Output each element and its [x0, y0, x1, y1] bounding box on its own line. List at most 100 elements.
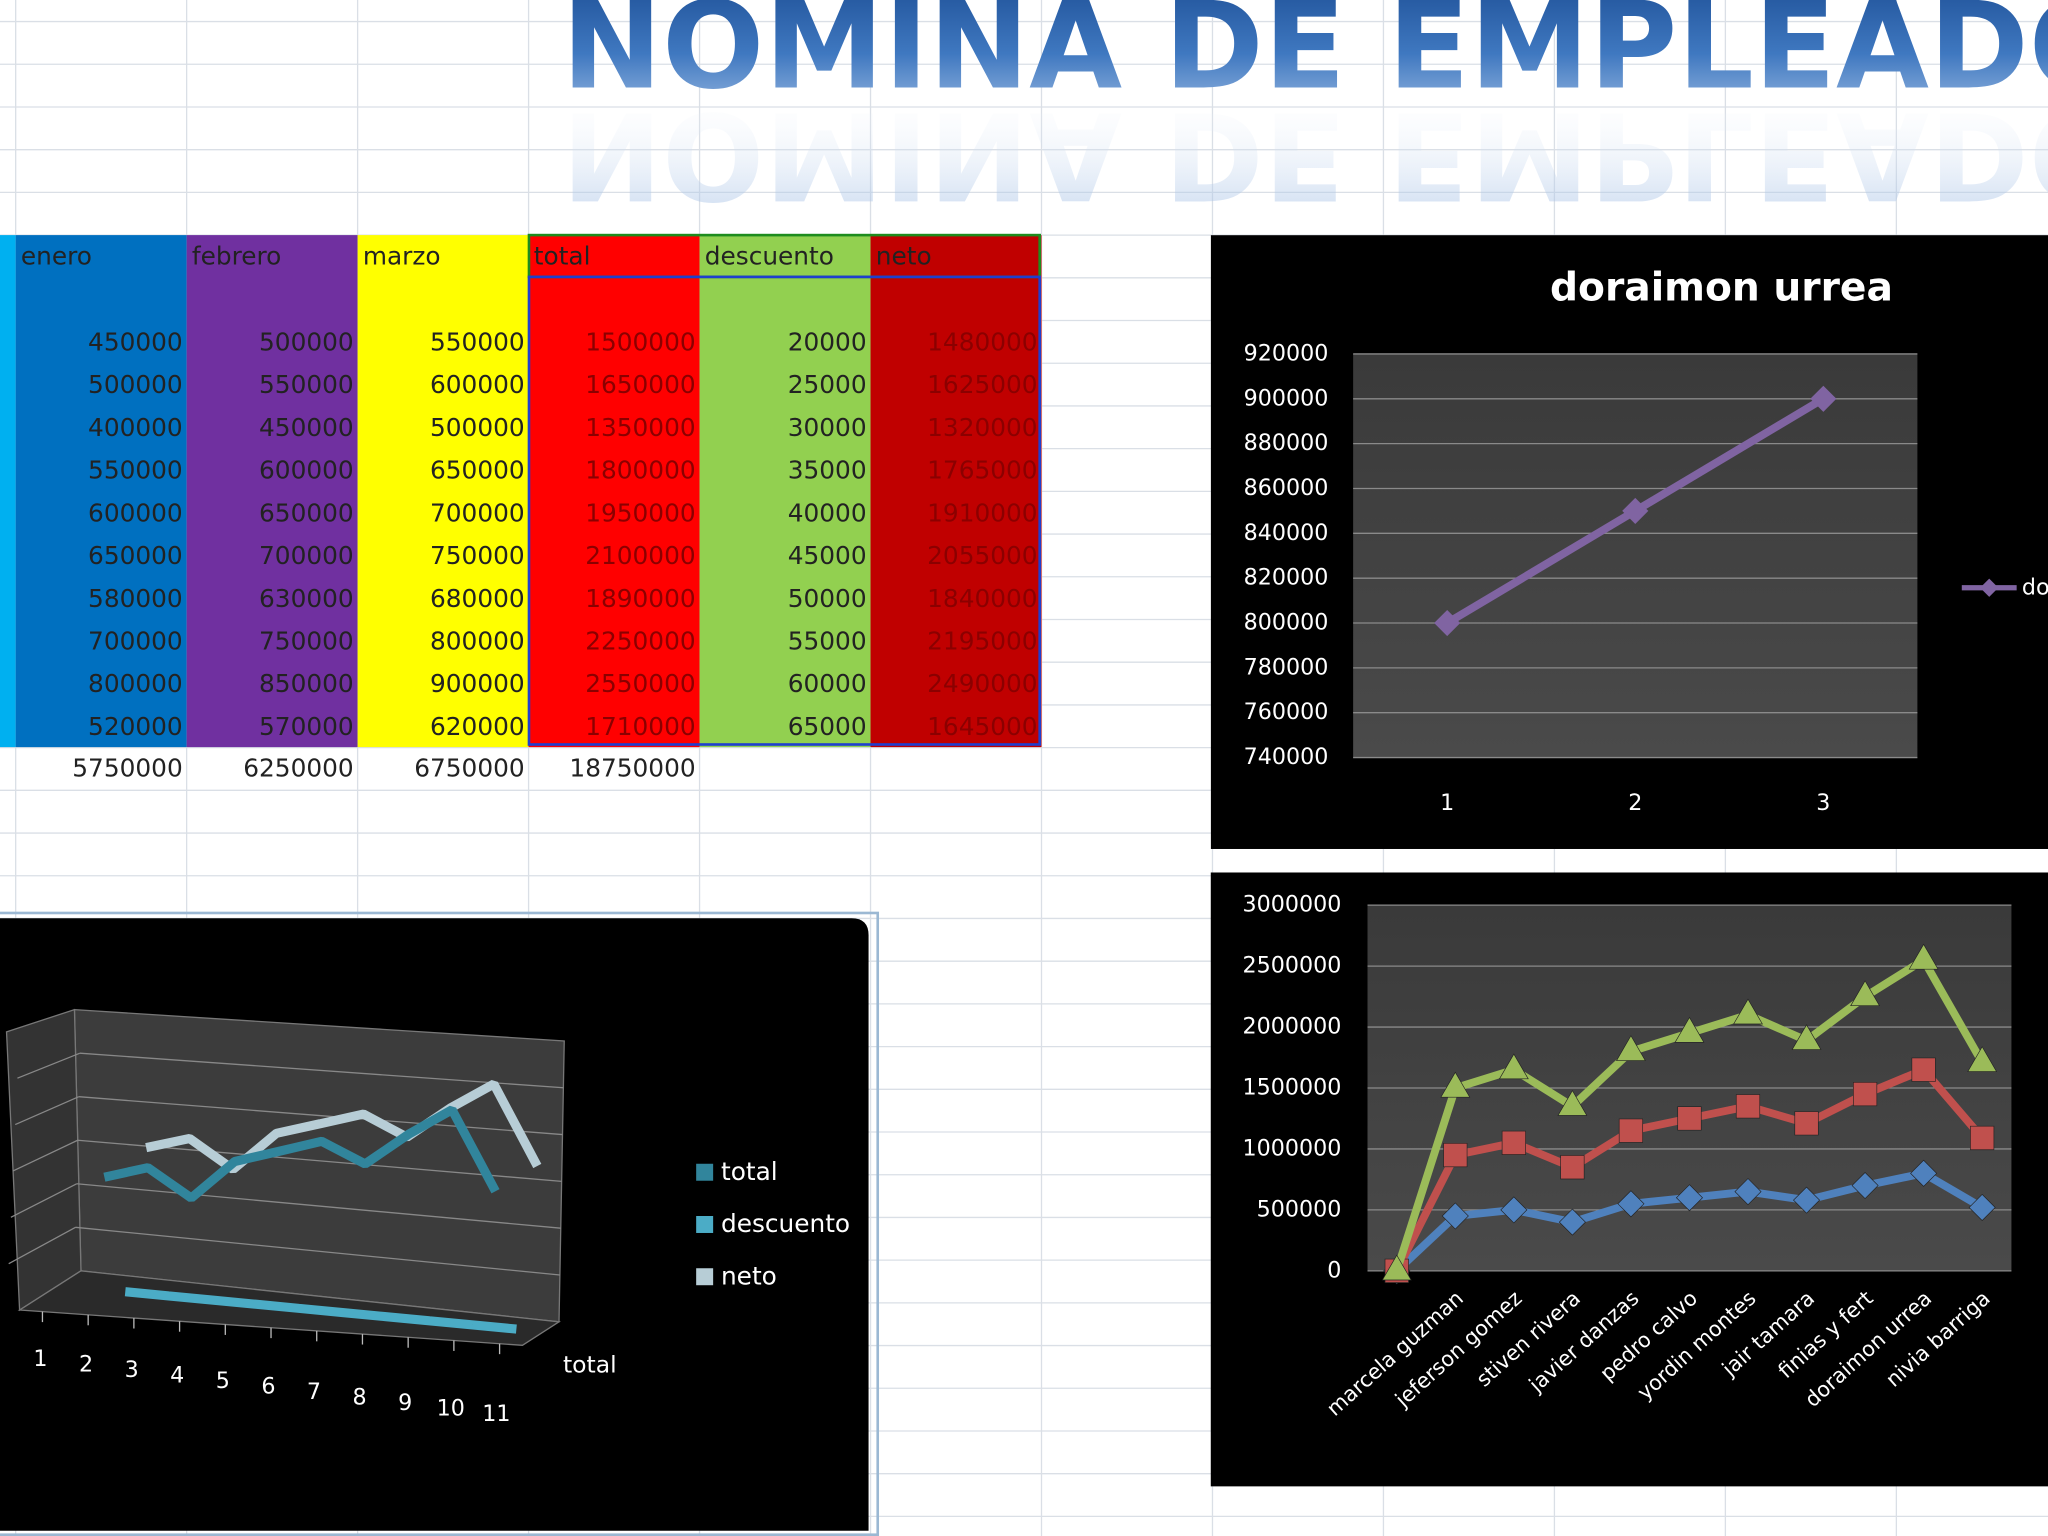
cell: 1480000 [927, 328, 1037, 357]
plot-area [1353, 353, 1918, 758]
wall-grid [12, 1139, 78, 1172]
legend-swatch [696, 1268, 714, 1286]
cell: 650000 [88, 541, 183, 570]
cell: 1350000 [585, 413, 695, 442]
sheet-title: NOMINA DE EMPLEADO [562, 0, 2048, 117]
x-tick-label: 5 [216, 1368, 230, 1394]
cell: 1645000 [927, 712, 1037, 741]
point [1557, 1089, 1588, 1116]
point [1968, 1193, 1996, 1221]
point [1560, 1155, 1585, 1180]
cell: 1910000 [927, 498, 1037, 527]
cell: 550000 [88, 456, 183, 485]
point [1618, 1118, 1644, 1143]
cell: 600000 [88, 498, 183, 527]
x-tick-label: 6 [261, 1374, 275, 1400]
total-cell: 18750000 [569, 753, 695, 782]
cell: 45000 [788, 541, 867, 570]
total-cell: 6750000 [414, 753, 524, 782]
point [1911, 1057, 1936, 1082]
point [1793, 1186, 1821, 1214]
point [1908, 943, 1939, 970]
cell: 65000 [788, 712, 867, 741]
cell: 750000 [430, 541, 525, 570]
x-tick-label: 9 [398, 1390, 412, 1416]
cell: 700000 [88, 626, 183, 655]
cell: 1320000 [927, 413, 1037, 442]
x-tick-label: 11 [482, 1401, 510, 1427]
chart-3d-line: neto descuento total 1 2 3 4 5 6 7 8 9 10 11 total [0, 911, 880, 1536]
cell: 35000 [788, 456, 867, 485]
cell: 700000 [430, 498, 525, 527]
cell: 1500000 [585, 328, 695, 357]
cell: 60000 [788, 669, 867, 698]
cell: 550000 [430, 328, 525, 357]
point [1440, 1071, 1471, 1098]
y-tick-label: 2000000 [1243, 1014, 1342, 1040]
sheet-title-reflection: NOMINA DE EMPLEADO [562, 85, 2048, 225]
y-tick-label: 880000 [1244, 430, 1329, 456]
column-fill [699, 235, 871, 748]
legend-swatch [696, 1216, 714, 1233]
cell: 2250000 [585, 626, 695, 655]
point [1967, 1046, 1998, 1072]
cell: 1765000 [927, 456, 1037, 485]
table: enero febrero marzo total descuento neto 45000… [0, 233, 1042, 782]
column-fill [186, 235, 358, 748]
legend-label: neto [721, 1261, 777, 1290]
cell: 400000 [88, 413, 183, 442]
y-tick-label: 840000 [1244, 520, 1329, 546]
wall-grid [76, 1183, 561, 1229]
col-a-fill [0, 235, 16, 748]
cell: 2550000 [585, 669, 695, 698]
chart-stacked-line: 0 500000 1000000 1500000 2000000 2500000 30000… [1210, 872, 2048, 1487]
point [1852, 1082, 1878, 1107]
cell: 500000 [259, 328, 354, 357]
side-wall [5, 1008, 82, 1312]
cell: 630000 [259, 584, 354, 613]
cell: 1890000 [585, 584, 695, 613]
point [1735, 1094, 1761, 1119]
cell: 700000 [259, 541, 354, 570]
series-ribbon [103, 1105, 500, 1202]
cell: 500000 [430, 413, 525, 442]
column-fill [15, 235, 187, 748]
column-fill [870, 235, 1042, 748]
cell: 570000 [259, 712, 354, 741]
cell: 680000 [430, 584, 525, 613]
x-tick-label: 2 [79, 1352, 93, 1378]
wall-grid [10, 1183, 77, 1218]
y-tick-label: 760000 [1244, 699, 1329, 725]
total-cell: 6250000 [243, 753, 353, 782]
point [1851, 1172, 1879, 1200]
cell: 520000 [88, 712, 183, 741]
chart-selection [0, 911, 880, 1536]
y-tick-label: 900000 [1244, 385, 1329, 411]
cell: 850000 [259, 669, 354, 698]
column-fill [528, 235, 700, 748]
wall-grid [17, 1052, 81, 1079]
cell: 450000 [88, 328, 183, 357]
cell: 650000 [430, 456, 525, 485]
cell: 1840000 [927, 584, 1037, 613]
y-tick-label: 0 [1327, 1257, 1341, 1283]
x-tick-label: 3 [1816, 790, 1830, 816]
total-cell: 5750000 [72, 753, 182, 782]
cell: 2490000 [927, 669, 1037, 698]
point [1675, 1184, 1703, 1212]
y-tick-label: 1000000 [1243, 1135, 1342, 1161]
wall-grid [79, 1052, 564, 1089]
header-cell: febrero [192, 241, 281, 270]
cell: 2195000 [927, 626, 1037, 655]
x-tick-label: 10 [437, 1396, 465, 1422]
legend-label: doraimon urrea [2022, 574, 2048, 600]
cell: 1950000 [585, 498, 695, 527]
point [1500, 1196, 1528, 1224]
point [1850, 980, 1881, 1007]
cell: 650000 [259, 498, 354, 527]
cell: 20000 [788, 328, 867, 357]
point [1501, 1130, 1526, 1155]
point [1910, 1159, 1938, 1187]
cell: 1650000 [585, 370, 695, 399]
